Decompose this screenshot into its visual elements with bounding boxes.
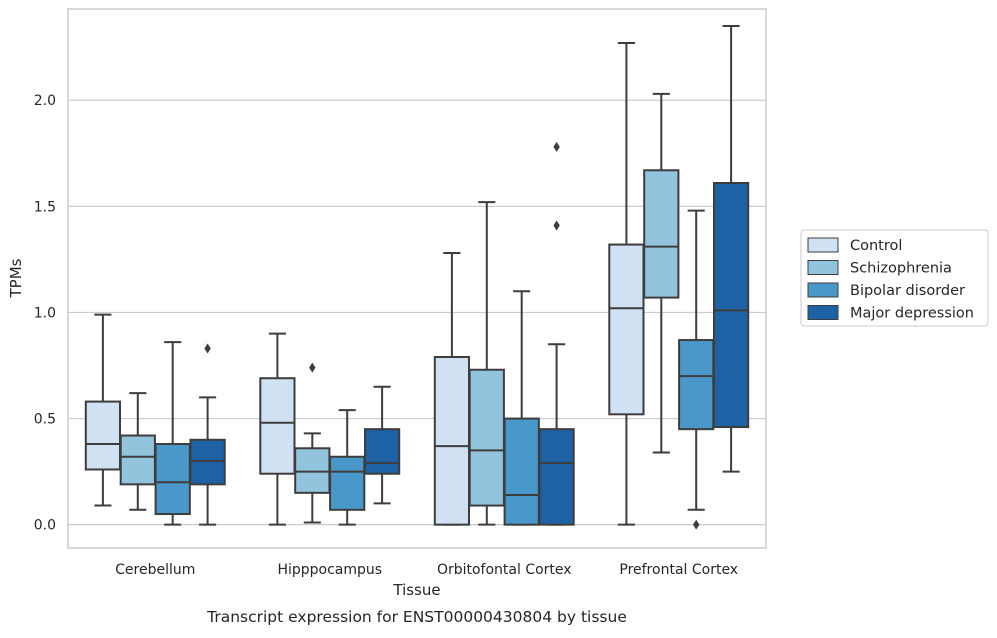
box-iqr — [84, 400, 122, 471]
legend-swatch — [807, 260, 839, 275]
box-1-0 — [259, 332, 296, 526]
box-iqr — [189, 438, 226, 486]
legend-label: Major depression — [850, 306, 974, 322]
box-2-1 — [468, 201, 505, 526]
y-tick-label: 0.5 — [34, 412, 56, 428]
box-2-0 — [433, 252, 471, 526]
box-iqr — [468, 368, 505, 507]
y-tick-label: 0.0 — [34, 518, 56, 534]
box-0-1 — [119, 392, 156, 511]
box-2-3 — [538, 141, 575, 526]
legend-swatch — [807, 305, 839, 320]
chart-caption: Transcript expression for ENST0000043080… — [206, 608, 627, 626]
box-iqr — [259, 377, 296, 475]
x-tick-labels: Cerebellum Hipppocampus Orbitofontal Corte… — [115, 562, 738, 578]
box-iqr — [294, 447, 331, 494]
legend-label: Bipolar disorder — [850, 283, 965, 299]
box-iqr — [608, 243, 645, 416]
box-layer — [84, 24, 750, 530]
box-3-0 — [608, 41, 645, 526]
x-tick-label: Hipppocampus — [277, 562, 382, 578]
box-0-0 — [84, 313, 122, 507]
legend-label: Schizophrenia — [850, 261, 952, 277]
box-1-1 — [294, 362, 331, 524]
legend: Control Schizophrenia Bipolar disorder Majo… — [800, 229, 989, 327]
legend-items: Control Schizophrenia Bipolar disorder Majo… — [807, 237, 974, 322]
box-3-3 — [712, 24, 750, 473]
box-iqr — [678, 339, 715, 431]
x-tick-label: Prefrontal Cortex — [619, 562, 738, 578]
box-1-3 — [363, 385, 401, 505]
y-axis-label: TPMs — [7, 258, 25, 298]
box-2-2 — [503, 290, 540, 526]
x-axis-label: Tissue — [392, 581, 440, 599]
plot-frame — [67, 8, 767, 549]
box-1-2 — [329, 409, 366, 526]
box-iqr — [329, 455, 366, 511]
outlier-point — [204, 343, 211, 354]
legend-swatch — [807, 282, 839, 298]
box-iqr — [433, 356, 471, 526]
x-tick-label: Orbitofontal Cortex — [437, 562, 572, 578]
box-iqr — [643, 169, 680, 299]
y-tick-label: 1.5 — [34, 199, 56, 215]
legend-frame — [800, 229, 989, 327]
x-tick-label: Cerebellum — [115, 562, 195, 578]
outlier-point — [553, 141, 560, 152]
legend-label: Control — [850, 238, 902, 254]
box-iqr — [154, 443, 191, 516]
box-iqr — [538, 428, 575, 526]
y-tick-label: 1.0 — [34, 305, 56, 321]
box-iqr — [712, 182, 750, 429]
outlier-point — [309, 362, 316, 373]
outlier-point — [553, 220, 560, 231]
box-3-2 — [678, 209, 715, 530]
legend-swatch — [807, 237, 839, 253]
box-iqr — [363, 428, 401, 475]
box-iqr — [119, 434, 156, 486]
box-0-2 — [154, 341, 191, 526]
y-tick-labels: 0.0 0.5 1.0 1.5 2.0 — [34, 93, 56, 533]
box-0-3 — [189, 343, 226, 526]
y-tick-label: 2.0 — [34, 93, 56, 109]
box-iqr — [503, 417, 540, 526]
outlier-point — [693, 519, 700, 530]
box-3-1 — [643, 92, 680, 454]
